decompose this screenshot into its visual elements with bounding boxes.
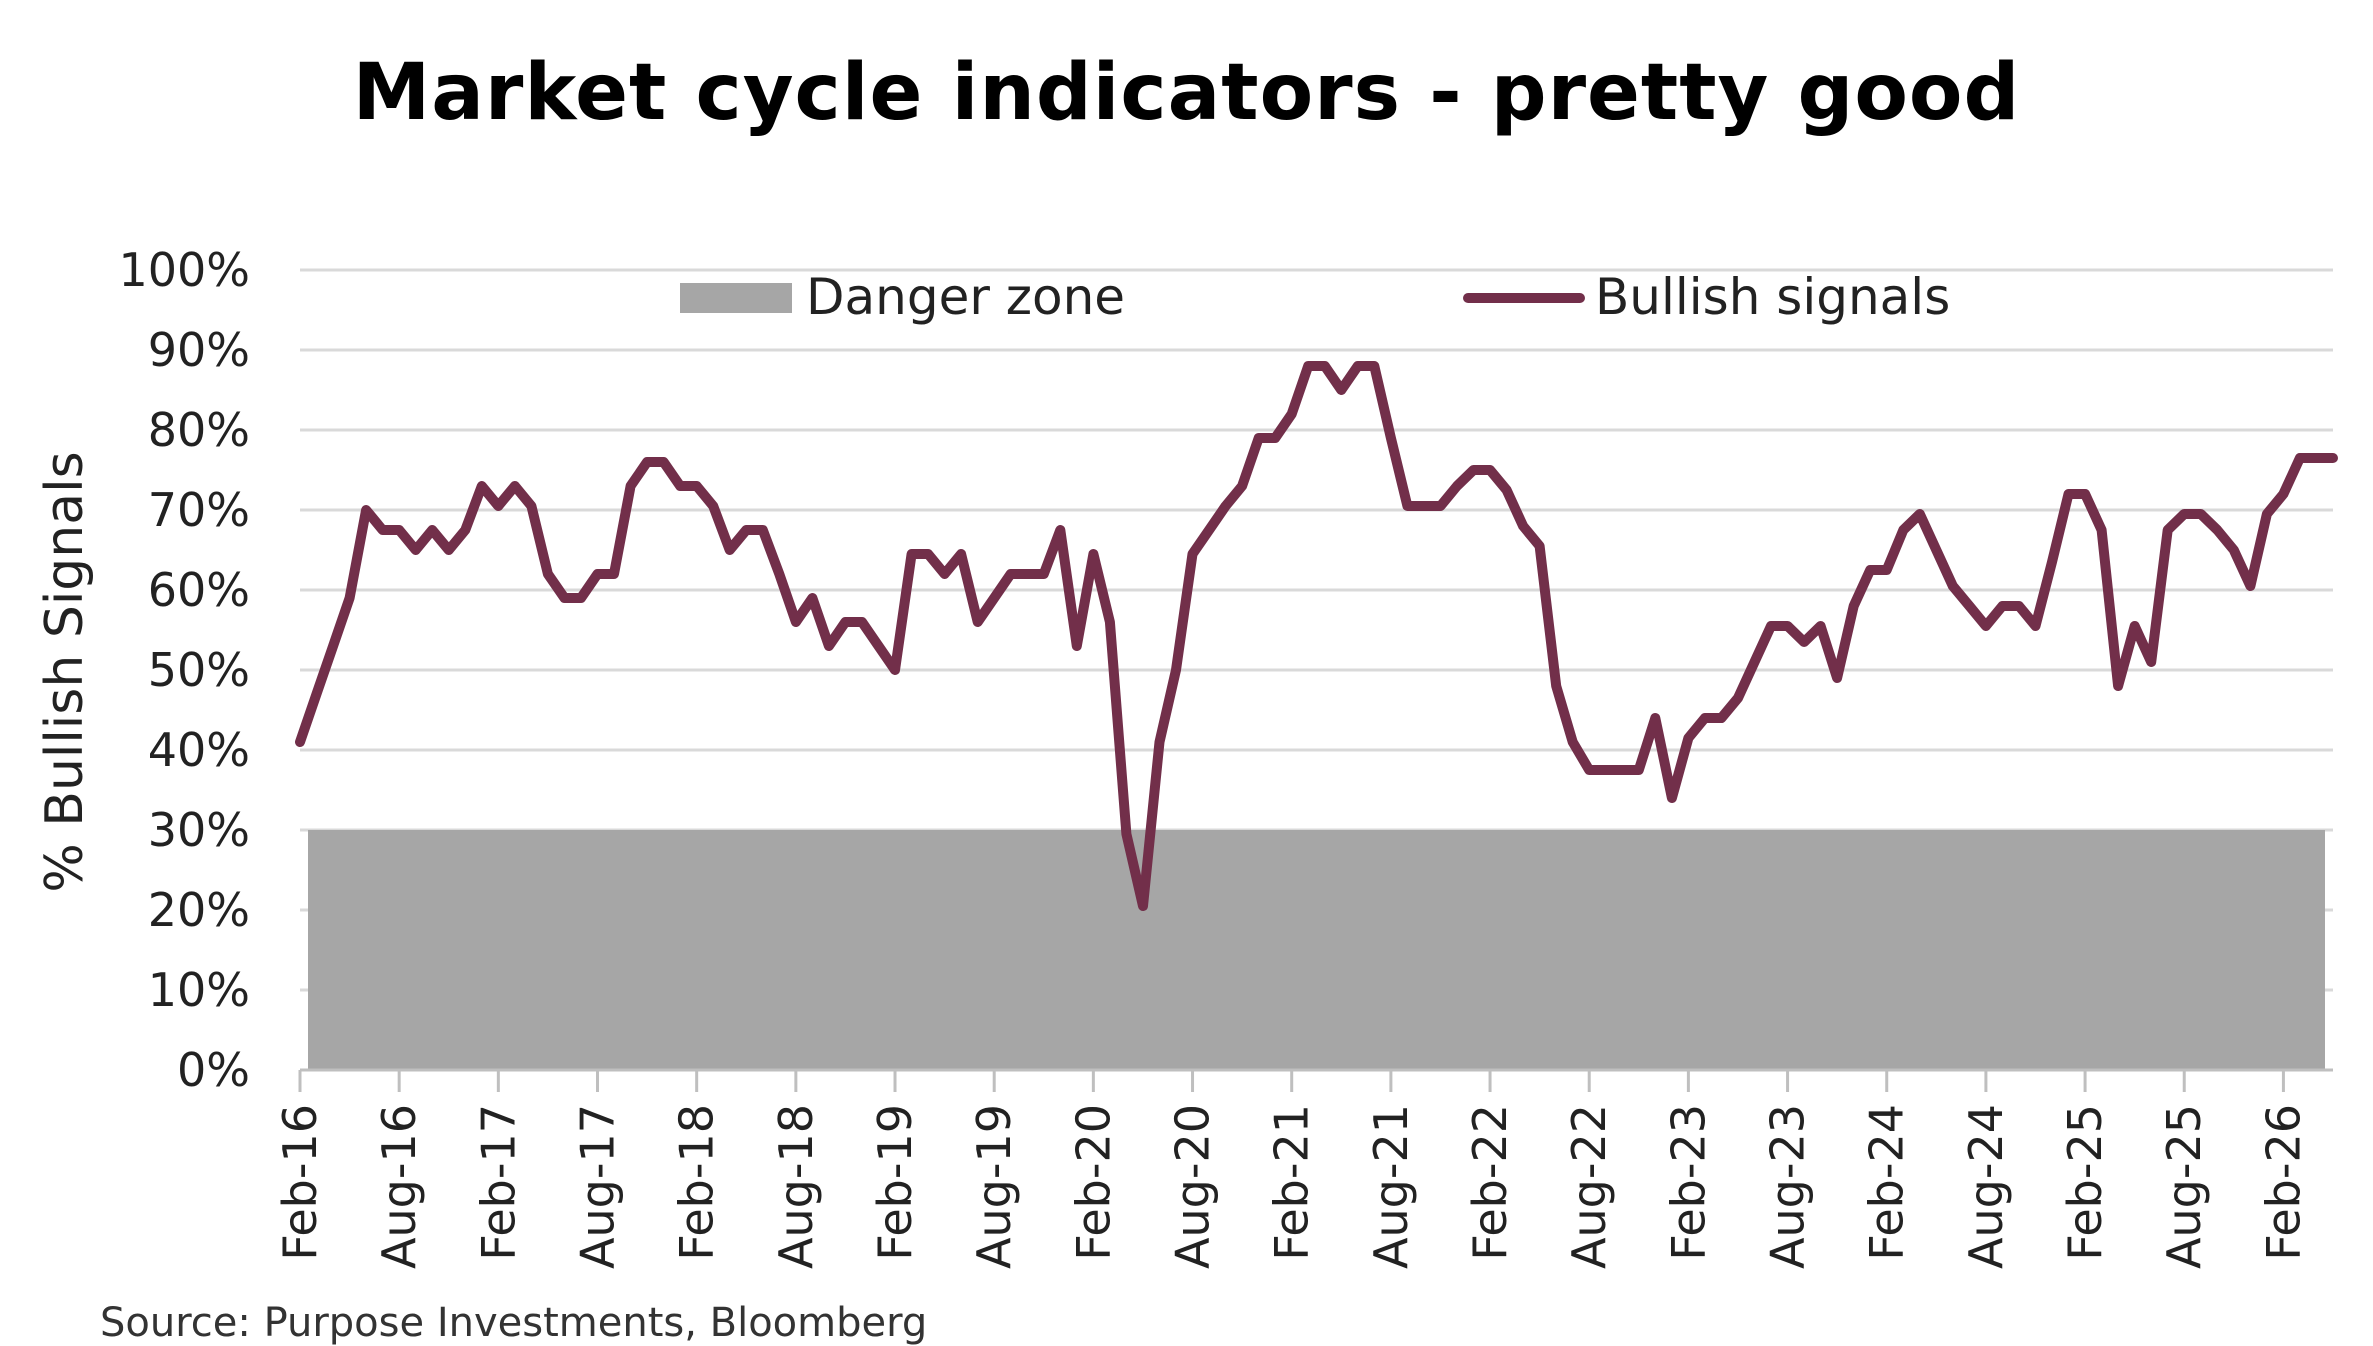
- x-tick-label: Aug-22: [1562, 1104, 1616, 1269]
- y-tick-label: 30%: [148, 803, 250, 857]
- x-tick-label: Feb-19: [868, 1104, 922, 1261]
- danger-zone-area: [308, 830, 2325, 1070]
- series-lines: [295, 361, 2338, 911]
- x-tick-label: Feb-23: [1661, 1104, 1715, 1261]
- danger-zone-band: [308, 830, 2325, 1070]
- x-tick-label: Feb-25: [2058, 1104, 2112, 1261]
- chart-title: Market cycle indicators - pretty good: [352, 48, 2021, 138]
- x-tick-label: Feb-20: [1066, 1104, 1120, 1261]
- x-tick-label: Feb-24: [1860, 1104, 1914, 1261]
- y-tick-label: 70%: [148, 483, 250, 537]
- y-tick-label: 10%: [148, 963, 250, 1017]
- y-tick-label: 0%: [177, 1043, 250, 1097]
- y-axis-ticks: 0% 10% 20% 30% 40% 50% 60% 70% 80% 90% 100%: [118, 243, 250, 1097]
- x-tick-label: Aug-21: [1364, 1104, 1418, 1269]
- x-tick-label: Aug-23: [1761, 1104, 1815, 1269]
- x-tick-label: Feb-26: [2256, 1104, 2310, 1261]
- y-axis-label: % Bullish Signals: [35, 451, 95, 892]
- y-tick-label: 40%: [148, 723, 250, 777]
- x-tick-label: Feb-21: [1265, 1104, 1319, 1261]
- x-axis-ticks: Feb-16 Aug-16 Feb-17 Aug-17 Feb-18 Aug-18 Feb-…: [273, 1068, 2333, 1269]
- x-tick-label: Aug-17: [571, 1104, 625, 1269]
- x-tick-label: Aug-24: [1959, 1104, 2013, 1269]
- y-tick-label: 60%: [148, 563, 250, 617]
- x-tick-label: Aug-19: [967, 1104, 1021, 1269]
- x-tick-label: Aug-25: [2157, 1104, 2211, 1269]
- legend: Danger zone Bullish signals: [680, 268, 1950, 326]
- legend-label-bullish-signals: Bullish signals: [1595, 268, 1950, 326]
- series-line-bullish-signals: [295, 361, 2338, 911]
- x-tick-label: Feb-17: [471, 1104, 525, 1261]
- legend-swatch-danger-zone: [680, 283, 792, 313]
- x-tick-label: Feb-16: [273, 1104, 327, 1261]
- legend-label-danger-zone: Danger zone: [806, 268, 1125, 326]
- x-tick-label: Aug-16: [372, 1104, 426, 1269]
- source-note: Source: Purpose Investments, Bloomberg: [100, 1300, 928, 1346]
- x-tick-label: Feb-22: [1463, 1104, 1517, 1261]
- y-tick-label: 20%: [148, 883, 250, 937]
- x-tick-label: Aug-18: [769, 1104, 823, 1269]
- x-tick-label: Feb-18: [670, 1104, 724, 1261]
- x-tick-label: Aug-20: [1166, 1104, 1220, 1269]
- y-tick-label: 90%: [148, 323, 250, 377]
- y-tick-label: 100%: [118, 243, 250, 297]
- y-tick-label: 50%: [148, 643, 250, 697]
- y-tick-label: 80%: [148, 403, 250, 457]
